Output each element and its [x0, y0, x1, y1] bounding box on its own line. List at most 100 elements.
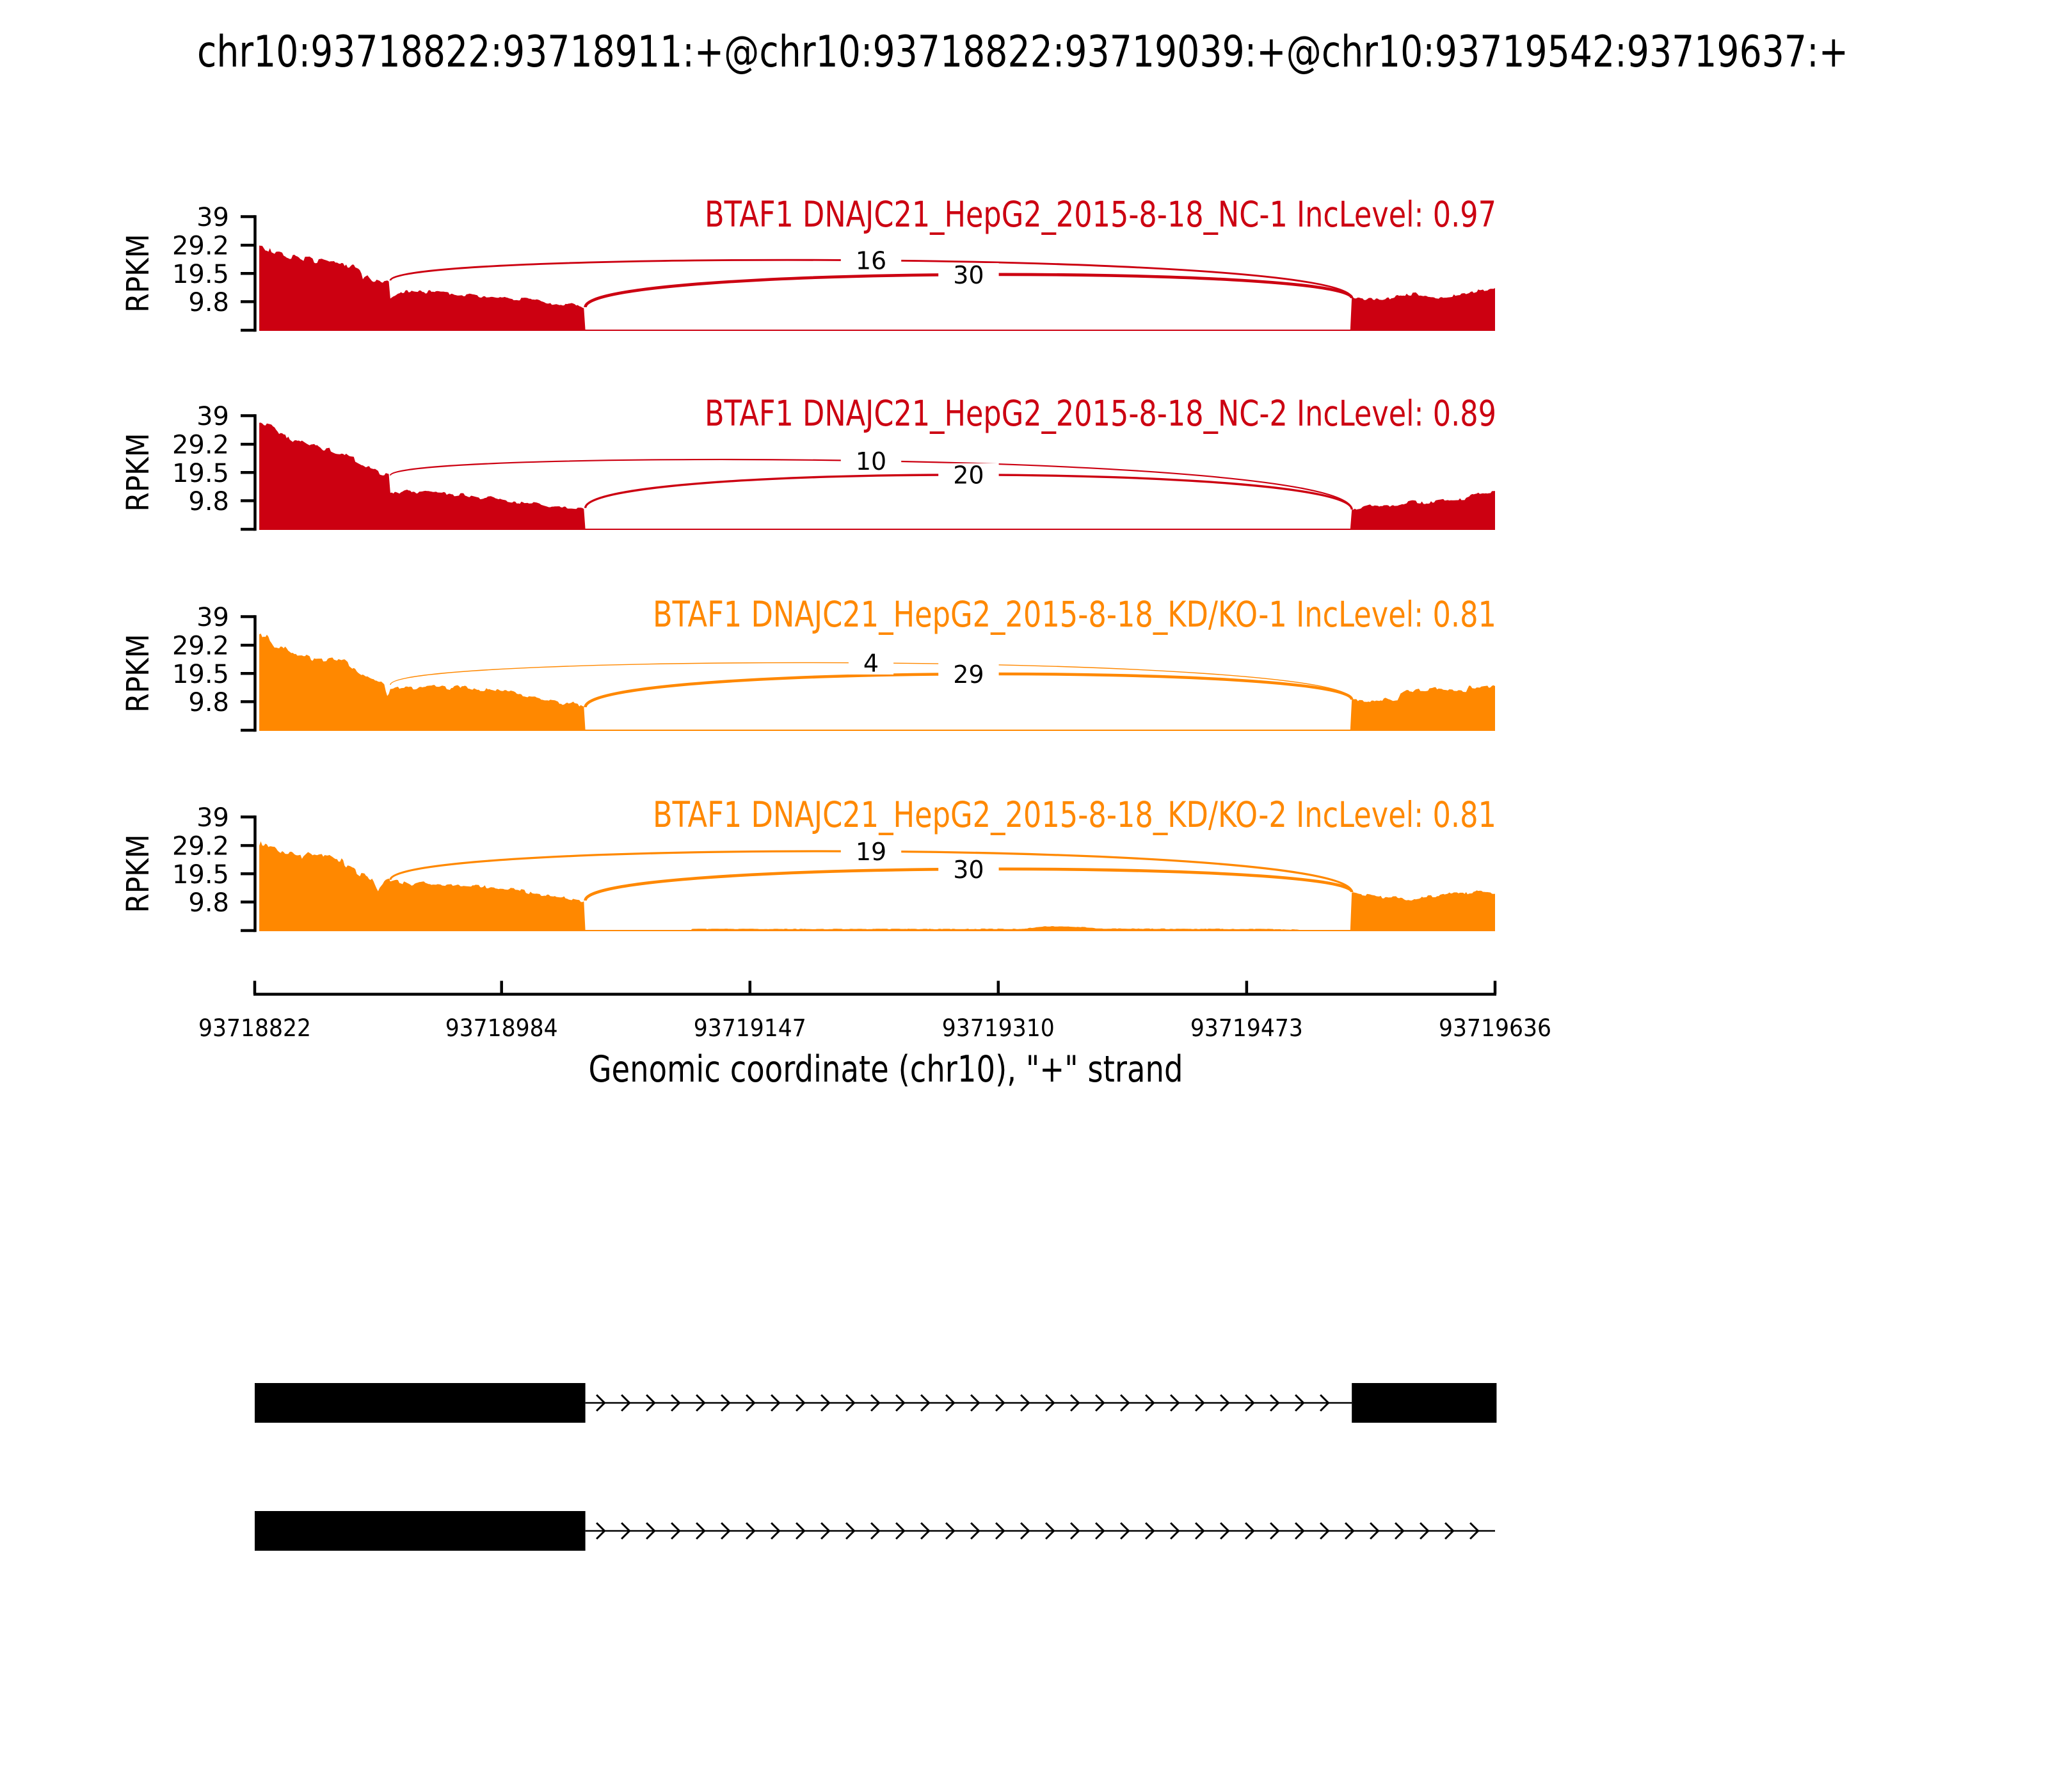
strand-arrow: [746, 1522, 756, 1540]
y-tick-label: 9.8: [188, 888, 229, 918]
junction-count-box: [840, 840, 902, 863]
y-tick-label: 39: [196, 603, 229, 632]
y-tick-label: 29.2: [172, 431, 229, 460]
exon-box: [255, 1511, 586, 1551]
junction-count-box: [938, 263, 999, 287]
track-2-coverage: [259, 422, 1496, 529]
strand-arrow: [995, 1522, 1005, 1540]
strand-arrow: [721, 1522, 731, 1540]
y-tick-label: 9.8: [188, 487, 229, 516]
x-tick-label: 93719473: [1190, 1014, 1303, 1042]
strand-arrow: [1220, 1394, 1230, 1412]
y-tick-label: 19.5: [172, 459, 229, 488]
track-4-title: BTAF1 DNAJC21_HepG2_2015-8-18_KD/KO-2 In…: [653, 794, 1496, 835]
y-tick-label: 9.8: [188, 688, 229, 717]
strand-arrow: [721, 1394, 731, 1412]
strand-arrow: [1120, 1522, 1130, 1540]
track-1-junction-count-lower: 30: [953, 261, 984, 289]
junction-count-box: [848, 651, 894, 675]
junction-count-box: [840, 248, 902, 272]
genomic-x-axis: 93718822 93718984 93719147 93719310 93719473…: [198, 980, 1551, 1042]
strand-arrow: [621, 1522, 631, 1540]
strand-arrow: [845, 1522, 856, 1540]
strand-arrow: [1120, 1394, 1130, 1412]
x-tick-label: 93719310: [942, 1014, 1055, 1042]
y-tick-label: 19.5: [172, 860, 229, 890]
strand-arrow: [1070, 1394, 1080, 1412]
strand-arrow: [945, 1394, 956, 1412]
track-4-junction-count-lower: 30: [953, 856, 984, 884]
strand-arrow: [1320, 1522, 1330, 1540]
strand-arrow: [1095, 1394, 1105, 1412]
track-3-junction-count-upper: 4: [863, 650, 879, 678]
gene-model: [255, 1383, 1497, 1551]
strand-arrow: [1370, 1522, 1380, 1540]
strand-arrow: [1295, 1394, 1305, 1412]
track-1-baseline-edge: [259, 330, 1495, 331]
strand-arrow: [671, 1394, 681, 1412]
exon-box: [1352, 1383, 1497, 1423]
strand-arrow: [820, 1522, 831, 1540]
isoform-1: [255, 1383, 1497, 1423]
strand-arrow: [1220, 1522, 1230, 1540]
junction-count-box: [938, 662, 999, 686]
track-2-junction-count-upper: 10: [856, 447, 886, 476]
track-4-junction-count-upper: 19: [856, 838, 886, 866]
strand-arrow: [1420, 1522, 1430, 1540]
strand-arrow: [771, 1394, 781, 1412]
y-tick-label: 9.8: [188, 288, 229, 317]
strand-arrow: [995, 1394, 1005, 1412]
strand-arrow: [646, 1522, 656, 1540]
track-1-ylabel: RPKM: [120, 234, 156, 313]
strand-arrow: [1270, 1394, 1280, 1412]
strand-arrow: [970, 1394, 980, 1412]
track-3-junction-count-lower: 29: [953, 660, 984, 689]
track-2-junction-count-lower: 20: [953, 461, 984, 490]
y-tick-label: 29.2: [172, 632, 229, 661]
strand-arrow: [671, 1522, 681, 1540]
track-1-coverage: [259, 245, 1496, 330]
strand-arrow: [596, 1394, 606, 1412]
isoform-2: [255, 1511, 1495, 1551]
strand-arrow: [596, 1522, 606, 1540]
strand-arrow: [1270, 1522, 1280, 1540]
strand-arrow: [895, 1522, 906, 1540]
strand-arrow: [1095, 1522, 1105, 1540]
strand-arrow: [1045, 1522, 1055, 1540]
strand-arrow: [1320, 1394, 1330, 1412]
strand-arrow: [696, 1522, 706, 1540]
strand-arrow: [621, 1394, 631, 1412]
strand-arrow: [1045, 1394, 1055, 1412]
track-3-title: BTAF1 DNAJC21_HepG2_2015-8-18_KD/KO-1 In…: [653, 594, 1496, 635]
x-tick-label: 93718822: [198, 1014, 311, 1042]
strand-arrow: [1145, 1522, 1155, 1540]
junction-count-box: [840, 449, 902, 472]
x-axis-label: Genomic coordinate (chr10), "+" strand: [589, 1048, 1183, 1091]
strand-arrow: [1170, 1522, 1180, 1540]
strand-arrow: [1145, 1394, 1155, 1412]
track-2-title: BTAF1 DNAJC21_HepG2_2015-8-18_NC-2 IncLe…: [705, 393, 1496, 434]
strand-arrow: [1345, 1522, 1355, 1540]
strand-arrow: [870, 1394, 881, 1412]
strand-arrow: [870, 1522, 881, 1540]
strand-arrow: [920, 1522, 931, 1540]
strand-arrow: [845, 1394, 856, 1412]
y-tick-label: 29.2: [172, 232, 229, 261]
junction-count-box: [938, 463, 999, 486]
y-tick-label: 29.2: [172, 832, 229, 861]
strand-arrow: [1245, 1522, 1255, 1540]
x-tick-label: 93719636: [1439, 1014, 1551, 1042]
track-3-baseline-edge: [259, 730, 1495, 731]
track-4-coverage: [259, 841, 1496, 931]
y-tick-label: 39: [196, 402, 229, 431]
track-3-coverage: [259, 634, 1496, 730]
junction-count-box: [938, 858, 999, 881]
